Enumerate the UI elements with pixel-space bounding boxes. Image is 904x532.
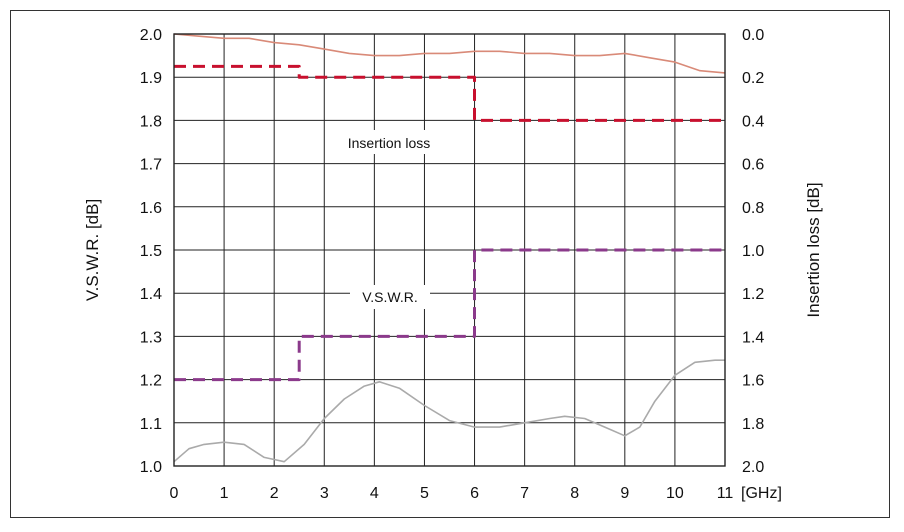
x-tick-label: 9	[620, 485, 629, 502]
right-tick-label: 1.2	[742, 286, 764, 303]
x-tick-label: 1	[220, 485, 229, 502]
left-tick-label: 1.1	[140, 416, 162, 433]
right-tick-label: 2.0	[742, 459, 764, 476]
x-tick-label: 8	[570, 485, 579, 502]
x-tick-labels: 0 1 2 3 4 5 6 7 8 9 10 11	[170, 485, 734, 502]
x-tick-label: 4	[370, 485, 379, 502]
left-tick-label: 1.3	[140, 329, 162, 346]
insertion-loss-spec-line	[174, 64, 725, 122]
vswr-annotation: V.S.W.R.	[362, 289, 418, 305]
insertion-loss-annotation: Insertion loss	[348, 135, 430, 151]
right-tick-label: 1.4	[742, 329, 764, 346]
x-tick-label: 11	[717, 485, 734, 502]
grid	[174, 34, 725, 466]
x-tick-label: 2	[270, 485, 279, 502]
left-tick-label: 1.0	[140, 459, 162, 476]
x-axis-unit: [GHz]	[741, 485, 782, 502]
right-tick-label: 1.6	[742, 373, 764, 390]
left-tick-label: 1.2	[140, 373, 162, 390]
x-tick-label: 5	[420, 485, 429, 502]
right-tick-label: 0.8	[742, 200, 764, 217]
left-tick-label: 2.0	[140, 27, 162, 44]
vswr-annotation-bg	[350, 285, 430, 309]
left-tick-label: 1.7	[140, 157, 162, 174]
series-layer	[173, 33, 726, 463]
left-tick-label: 1.9	[140, 70, 162, 87]
x-tick-label: 10	[666, 485, 684, 502]
right-tick-label: 1.0	[742, 243, 764, 260]
x-tick-label: 3	[320, 485, 329, 502]
left-tick-labels: 1.0 1.1 1.2 1.3 1.4 1.5 1.6 1.7 1.8 1.9 2.0	[140, 27, 162, 476]
vswr-spec-line	[174, 248, 725, 382]
right-axis-label: Insertion loss [dB]	[804, 182, 823, 317]
left-tick-label: 1.8	[140, 113, 162, 130]
x-tick-label: 7	[520, 485, 529, 502]
left-axis-label: V.S.W.R. [dB]	[83, 199, 102, 301]
vswr-measured-line	[173, 359, 725, 463]
insertion-loss-annotation-bg	[327, 130, 451, 154]
left-tick-label: 1.4	[140, 286, 162, 303]
right-tick-label: 1.8	[742, 416, 764, 433]
insertion-loss-measured-line	[173, 33, 726, 74]
right-tick-label: 0.6	[742, 157, 764, 174]
left-tick-label: 1.5	[140, 243, 162, 260]
right-tick-labels: 0.0 0.2 0.4 0.6 0.8 1.0 1.2 1.4 1.6 1.8 2.0	[742, 27, 764, 476]
right-tick-label: 0.4	[742, 113, 764, 130]
x-tick-label: 6	[470, 485, 479, 502]
plot-area	[173, 33, 726, 467]
right-tick-label: 0.2	[742, 70, 764, 87]
chart-frame	[10, 10, 890, 518]
left-tick-label: 1.6	[140, 200, 162, 217]
x-tick-label: 0	[170, 485, 179, 502]
right-tick-label: 0.0	[742, 27, 764, 44]
